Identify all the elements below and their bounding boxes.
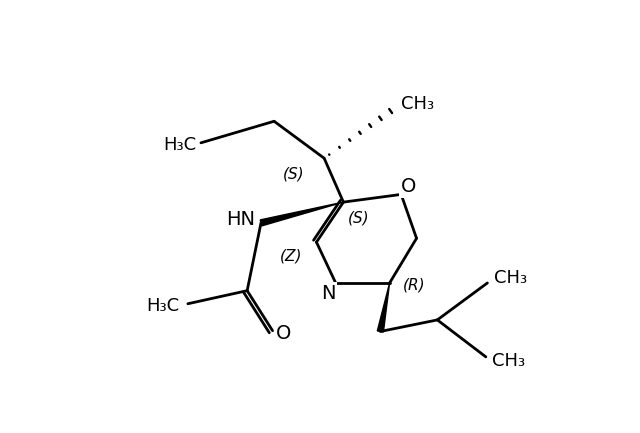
Text: O: O	[401, 177, 417, 196]
Text: (S): (S)	[282, 166, 304, 181]
Text: N: N	[321, 284, 335, 303]
Text: O: O	[276, 323, 291, 343]
Text: CH₃: CH₃	[492, 352, 525, 370]
Text: CH₃: CH₃	[494, 268, 527, 287]
Text: (Z): (Z)	[280, 249, 302, 264]
Text: (S): (S)	[348, 210, 370, 225]
Polygon shape	[260, 202, 344, 226]
Text: H₃C: H₃C	[146, 297, 179, 315]
Text: CH₃: CH₃	[401, 94, 434, 113]
Text: (R): (R)	[403, 277, 426, 292]
Text: HN: HN	[227, 210, 255, 229]
Text: H₃C: H₃C	[163, 136, 196, 154]
Polygon shape	[378, 283, 390, 332]
